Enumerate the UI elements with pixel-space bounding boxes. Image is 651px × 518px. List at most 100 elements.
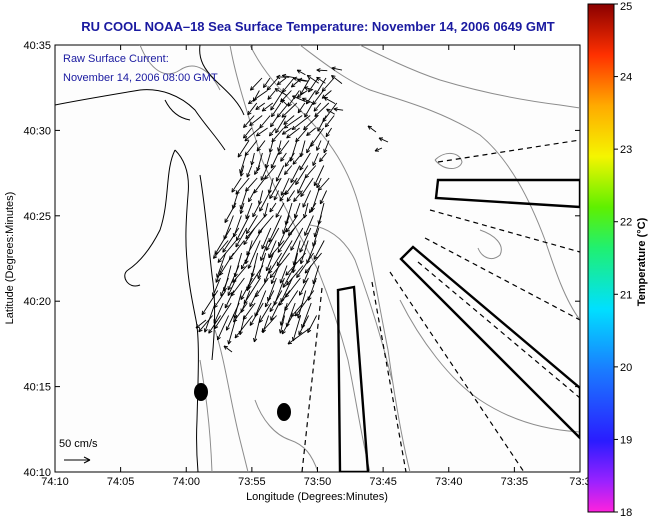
current-arrow bbox=[252, 202, 261, 218]
x-tick-label: 74:10 bbox=[41, 476, 69, 488]
current-vectors bbox=[195, 66, 389, 353]
plot-area: Raw Surface Current: November 14, 2006 0… bbox=[54, 44, 581, 473]
current-arrow bbox=[239, 165, 245, 177]
current-arrow bbox=[326, 108, 335, 115]
current-arrow bbox=[316, 76, 326, 84]
current-arrow bbox=[268, 140, 274, 153]
current-arrow bbox=[319, 152, 327, 163]
current-arrow bbox=[292, 95, 306, 103]
bathymetry-contour bbox=[214, 329, 249, 472]
y-tick-label: 40:30 bbox=[23, 125, 51, 137]
current-arrow bbox=[277, 227, 296, 253]
radar-beam-line bbox=[301, 287, 323, 472]
x-tick-label: 73:50 bbox=[304, 476, 332, 488]
y-tick-label: 40:10 bbox=[23, 467, 51, 479]
current-arrow bbox=[240, 277, 253, 300]
current-arrow bbox=[270, 265, 280, 285]
colorbar-tick-label: 22 bbox=[620, 217, 632, 229]
bathymetry-contour bbox=[249, 45, 411, 472]
current-arrow bbox=[304, 215, 314, 236]
colorbar-ticks: 25 24 23 22 21 20 19 18 bbox=[614, 1, 632, 518]
current-arrow bbox=[294, 290, 315, 317]
current-arrow bbox=[313, 102, 322, 112]
current-arrow bbox=[290, 165, 301, 183]
current-arrow bbox=[268, 127, 276, 137]
current-arrow bbox=[231, 177, 242, 193]
current-arrow bbox=[331, 75, 343, 85]
x-tick-label: 73:3 bbox=[569, 476, 590, 488]
current-arrow bbox=[313, 165, 325, 187]
current-arrow bbox=[308, 202, 317, 214]
current-arrow bbox=[270, 152, 279, 169]
current-arrow bbox=[214, 302, 232, 330]
current-arrow bbox=[259, 190, 271, 212]
current-arrow bbox=[259, 115, 271, 129]
current-arrow bbox=[285, 252, 306, 276]
current-arrow bbox=[279, 265, 288, 284]
colorbar-tick-label: 19 bbox=[620, 434, 632, 446]
current-arrow bbox=[276, 77, 287, 86]
bathymetry-contour bbox=[477, 229, 502, 259]
bathymetry-contour bbox=[299, 45, 580, 321]
current-arrow bbox=[296, 69, 306, 76]
current-arrow bbox=[255, 127, 268, 137]
current-arrow bbox=[243, 227, 256, 245]
current-arrow bbox=[315, 77, 327, 95]
colorbar-tick-label: 24 bbox=[620, 72, 632, 84]
current-arrow bbox=[312, 152, 319, 166]
beam-outline bbox=[399, 245, 580, 440]
current-arrow bbox=[299, 152, 311, 171]
current-arrow bbox=[374, 147, 383, 152]
current-arrow bbox=[249, 115, 263, 126]
current-arrow bbox=[237, 140, 250, 158]
current-arrow bbox=[286, 127, 300, 139]
current-arrow bbox=[249, 302, 264, 326]
current-arrow bbox=[316, 68, 328, 73]
current-arrow bbox=[270, 115, 279, 128]
bathymetry-contour bbox=[399, 299, 580, 433]
radar-beam-line bbox=[429, 209, 580, 253]
current-arrow bbox=[195, 319, 207, 329]
current-arrow bbox=[324, 115, 335, 128]
current-arrow bbox=[227, 277, 237, 296]
current-arrow bbox=[278, 140, 290, 155]
current-arrow bbox=[247, 90, 268, 105]
y-tick-label: 40:20 bbox=[23, 296, 51, 308]
current-arrow bbox=[212, 240, 229, 259]
x-tick-label: 73:40 bbox=[435, 476, 463, 488]
radar-beam-line bbox=[424, 237, 580, 321]
current-arrow bbox=[295, 165, 309, 186]
current-arrow bbox=[261, 227, 272, 250]
radar-beam-line bbox=[389, 271, 525, 472]
current-arrow bbox=[201, 290, 219, 316]
current-arrow bbox=[316, 177, 322, 189]
current-arrow bbox=[282, 265, 296, 288]
current-arrow bbox=[208, 315, 221, 334]
current-arrow bbox=[254, 165, 261, 175]
colorbar-tick-label: 23 bbox=[620, 144, 632, 156]
current-arrow bbox=[280, 177, 290, 196]
current-arrow bbox=[281, 315, 293, 335]
y-axis-label: Latitude (Degrees:Minutes) bbox=[4, 192, 16, 325]
radar-beam-line bbox=[437, 139, 580, 163]
current-arrow bbox=[256, 140, 266, 152]
current-arrow bbox=[316, 140, 322, 151]
current-arrow bbox=[261, 315, 277, 333]
current-arrow bbox=[264, 290, 275, 308]
current-arrow bbox=[245, 215, 258, 235]
current-arrow bbox=[262, 77, 271, 88]
current-arrow bbox=[279, 190, 287, 202]
current-arrow bbox=[323, 96, 336, 105]
current-arrow bbox=[313, 240, 325, 260]
bathymetry-contour bbox=[434, 153, 463, 169]
current-arrow bbox=[319, 190, 328, 205]
current-arrow bbox=[215, 265, 224, 283]
current-arrow bbox=[255, 102, 266, 110]
current-arrow bbox=[304, 102, 314, 118]
site-marker bbox=[194, 383, 208, 401]
current-arrow bbox=[223, 345, 233, 353]
current-arrow bbox=[300, 177, 314, 197]
current-arrow bbox=[227, 315, 238, 345]
beam-outline bbox=[434, 178, 580, 209]
scale-label: 50 cm/s bbox=[59, 438, 98, 450]
